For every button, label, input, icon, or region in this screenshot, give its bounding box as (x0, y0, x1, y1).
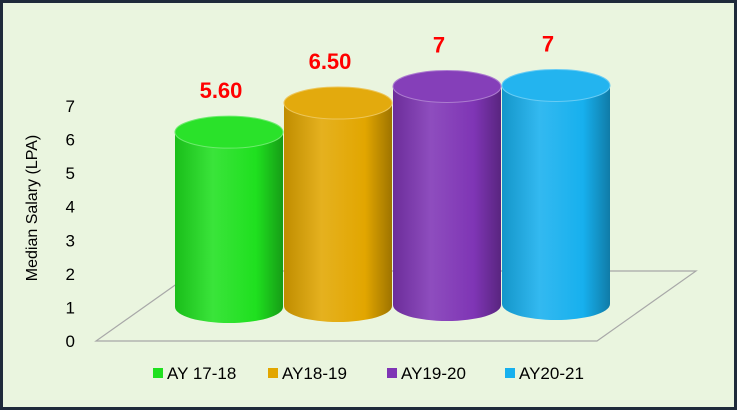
legend-swatch (268, 368, 278, 378)
y-tick-label: 1 (66, 298, 75, 317)
bar-body (284, 103, 392, 322)
data-label: 7 (433, 32, 445, 57)
bar-top (392, 69, 502, 103)
bar-series (174, 68, 611, 323)
legend-label: AY 17-18 (167, 364, 236, 383)
data-labels: 5.60 6.50 7 7 (200, 31, 555, 103)
legend-label: AY19-20 (401, 364, 466, 383)
legend-item: AY19-20 (387, 364, 466, 383)
legend-label: AY20-21 (519, 364, 584, 383)
legend-swatch (387, 368, 397, 378)
bar-body (393, 86, 501, 321)
legend-item: AY18-19 (268, 364, 347, 383)
bar-body (502, 85, 610, 320)
data-label: 5.60 (200, 78, 243, 103)
y-axis-label: Median Salary (LPA) (24, 135, 41, 281)
y-tick-label: 2 (66, 265, 75, 284)
legend-swatch (153, 368, 163, 378)
bar-3 (392, 69, 502, 321)
bar-4 (501, 68, 611, 320)
chart-floor (94, 270, 698, 342)
y-tick-label: 7 (66, 97, 75, 116)
y-tick-label: 0 (66, 332, 75, 351)
legend-item: AY 17-18 (153, 364, 236, 383)
y-tick-label: 6 (66, 131, 75, 150)
legend-item: AY20-21 (505, 364, 584, 383)
bar-top (283, 86, 393, 120)
legend-label: AY18-19 (282, 364, 347, 383)
y-axis-ticks: 0 1 2 3 4 5 6 7 (66, 97, 75, 351)
data-label: 6.50 (309, 49, 352, 74)
y-tick-label: 3 (66, 231, 75, 250)
legend: AY 17-18 AY18-19 AY19-20 AY20-21 (153, 364, 584, 383)
bar-top (501, 68, 611, 102)
bar-2 (283, 86, 393, 322)
bar-top (174, 115, 284, 149)
legend-swatch (505, 368, 515, 378)
data-label: 7 (542, 31, 554, 56)
bar-1 (174, 115, 284, 323)
y-tick-label: 4 (66, 198, 75, 217)
bar-body (175, 132, 283, 323)
y-tick-label: 5 (66, 164, 75, 183)
